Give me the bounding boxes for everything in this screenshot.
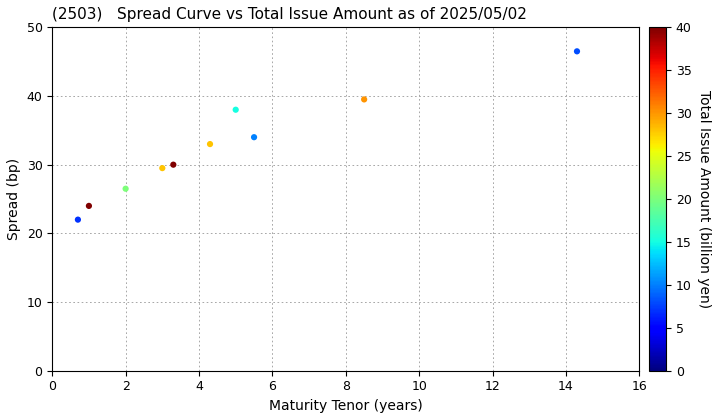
Point — [571, 48, 582, 55]
Point — [168, 161, 179, 168]
Point — [230, 106, 241, 113]
Point — [72, 216, 84, 223]
Point — [156, 165, 168, 171]
Y-axis label: Total Issue Amount (billion yen): Total Issue Amount (billion yen) — [697, 90, 711, 308]
Point — [120, 185, 131, 192]
Point — [359, 96, 370, 103]
Y-axis label: Spread (bp): Spread (bp) — [7, 158, 21, 240]
X-axis label: Maturity Tenor (years): Maturity Tenor (years) — [269, 399, 423, 413]
Point — [204, 141, 216, 147]
Point — [248, 134, 260, 141]
Text: (2503)   Spread Curve vs Total Issue Amount as of 2025/05/02: (2503) Spread Curve vs Total Issue Amoun… — [53, 7, 527, 22]
Point — [83, 202, 94, 209]
